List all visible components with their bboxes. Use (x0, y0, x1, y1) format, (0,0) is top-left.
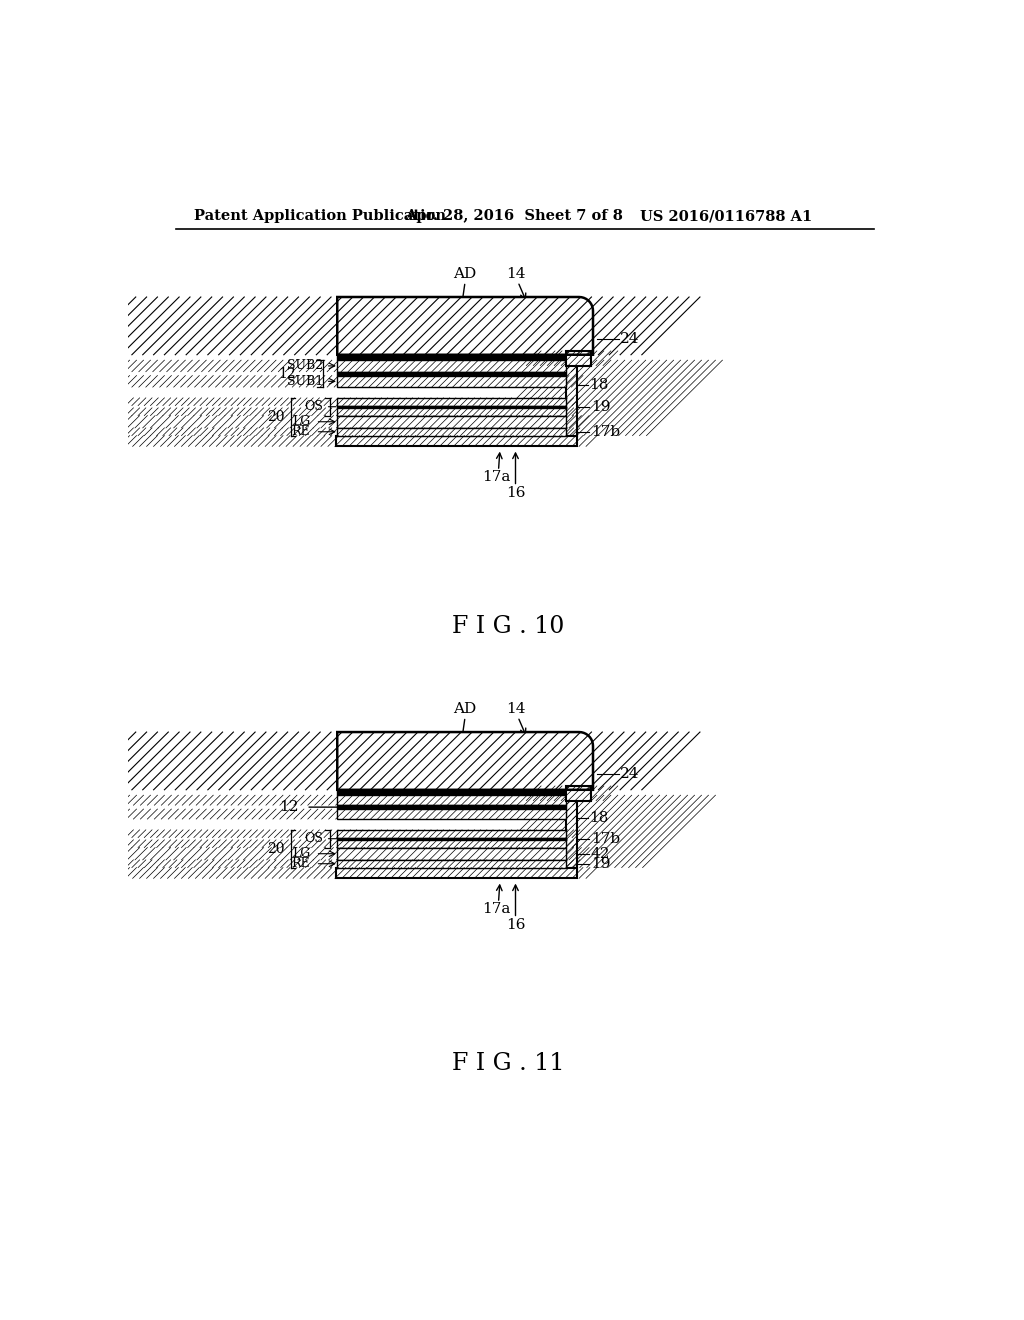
Bar (337, 397, 566, 405)
Bar (337, 840, 566, 847)
Text: Patent Application Publication: Patent Application Publication (194, 209, 445, 223)
Text: RE: RE (292, 425, 310, 438)
Bar (337, 360, 566, 372)
Bar (337, 805, 566, 809)
Text: OS: OS (304, 832, 324, 845)
Bar (337, 372, 566, 376)
Bar (336, 436, 577, 446)
Bar (337, 840, 566, 847)
Text: 19: 19 (591, 400, 610, 413)
Text: LG: LG (292, 416, 310, 428)
Text: Apr. 28, 2016  Sheet 7 of 8: Apr. 28, 2016 Sheet 7 of 8 (406, 209, 624, 223)
Text: AD: AD (454, 267, 477, 281)
Text: 18: 18 (589, 810, 608, 825)
Text: OS: OS (304, 400, 324, 413)
Text: 24: 24 (621, 333, 640, 346)
Text: AD: AD (454, 702, 477, 715)
Text: 16: 16 (506, 486, 525, 499)
Text: 20: 20 (267, 842, 285, 855)
Text: RE: RE (292, 857, 310, 870)
Bar (337, 847, 566, 859)
Bar (337, 355, 566, 360)
Text: 20: 20 (267, 409, 285, 424)
Bar (337, 795, 566, 805)
Bar (566, 360, 577, 436)
Bar (336, 867, 577, 878)
Bar (336, 867, 577, 878)
Bar (337, 789, 566, 795)
Text: LG: LG (292, 847, 310, 861)
Text: SUB1: SUB1 (287, 375, 324, 388)
Bar (337, 830, 566, 838)
Bar (337, 297, 593, 355)
Text: 14: 14 (506, 267, 525, 281)
Bar (337, 809, 566, 818)
Text: 17b: 17b (591, 832, 620, 846)
Bar (337, 733, 593, 789)
Bar (337, 733, 593, 789)
Bar (336, 436, 577, 446)
Bar (337, 830, 566, 838)
Bar (337, 360, 566, 372)
Bar (566, 795, 577, 867)
Bar (337, 809, 566, 818)
Text: 17a: 17a (482, 470, 510, 484)
Bar (566, 351, 591, 366)
Bar (337, 416, 566, 428)
Text: 19: 19 (591, 857, 610, 871)
Text: 18: 18 (589, 378, 608, 392)
Bar (566, 785, 591, 800)
Bar (337, 859, 566, 867)
Bar (566, 351, 591, 366)
Text: F I G . 11: F I G . 11 (452, 1052, 564, 1074)
Bar (337, 405, 566, 408)
Text: 24: 24 (621, 767, 640, 781)
Text: US 2016/0116788 A1: US 2016/0116788 A1 (640, 209, 812, 223)
Text: 17a: 17a (482, 902, 510, 916)
Text: 42: 42 (591, 846, 610, 861)
Bar (337, 428, 566, 436)
Bar (337, 847, 566, 859)
Bar (337, 795, 566, 805)
Text: 12: 12 (279, 800, 299, 814)
Bar (337, 297, 593, 355)
Bar (337, 408, 566, 416)
Bar (337, 397, 566, 405)
Bar (566, 795, 577, 867)
Text: F I G . 10: F I G . 10 (452, 615, 564, 638)
Bar (337, 859, 566, 867)
Bar (337, 408, 566, 416)
Text: 16: 16 (506, 917, 525, 932)
Bar (337, 376, 566, 387)
Bar (566, 785, 591, 800)
Text: SUB2: SUB2 (287, 359, 324, 372)
Bar (337, 837, 566, 840)
Text: 12: 12 (279, 367, 296, 380)
Bar (337, 376, 566, 387)
Text: 17b: 17b (591, 425, 620, 438)
Bar (337, 428, 566, 436)
Bar (566, 360, 577, 436)
Bar (337, 416, 566, 428)
Text: 14: 14 (506, 702, 525, 715)
